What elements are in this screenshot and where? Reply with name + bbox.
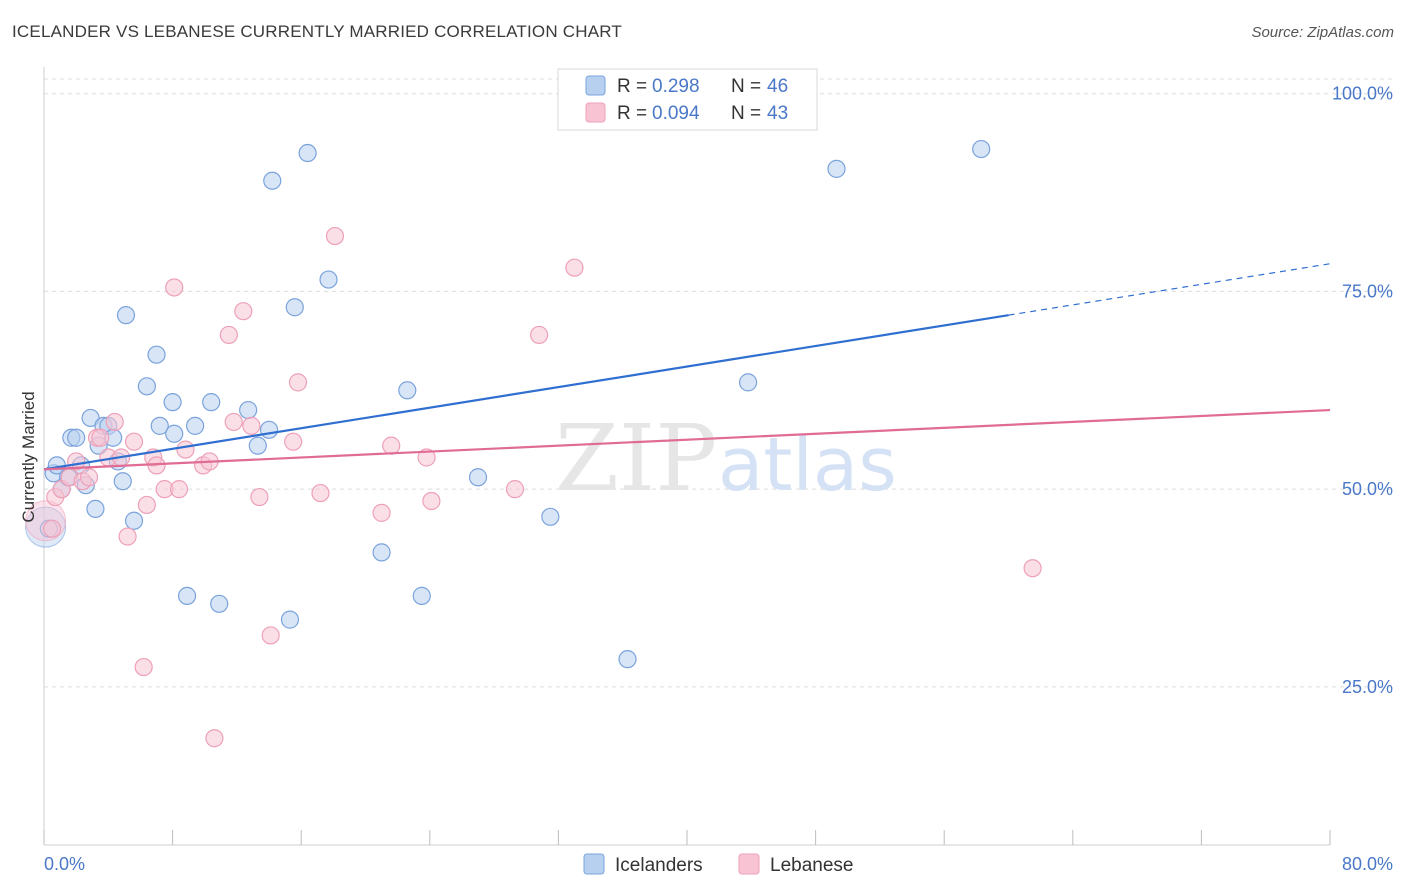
icelander-point-22 (163, 393, 182, 412)
y-tick-label-2: 75.0% (1342, 281, 1393, 301)
y-tick-labels: 25.0% 50.0% 75.0% 100.0% (1332, 84, 1393, 697)
icelander-point-18 (124, 511, 144, 530)
icelander-point-24 (177, 586, 197, 605)
icelander-point-30 (259, 420, 279, 439)
icelander-point-17 (116, 306, 136, 325)
lebanese-point-0 (42, 519, 62, 538)
legend-r-value-lebanese: 0.094 (652, 103, 700, 124)
lebanese-point-24 (205, 729, 224, 748)
icelander-point-27 (210, 594, 229, 613)
lebanese-point-35 (372, 503, 391, 522)
lebanese-point-41 (565, 258, 584, 277)
icelander-point-31 (263, 171, 282, 190)
icelander-point-16 (113, 472, 132, 491)
legend-r-label-lebanese: R = (617, 103, 647, 124)
lebanese-point-25 (219, 325, 238, 345)
icelander-point-40 (541, 507, 560, 526)
y-tick-label-0: 25.0% (1342, 677, 1393, 697)
y-tick-label-1: 50.0% (1342, 479, 1393, 499)
lebanese-point-14 (134, 657, 153, 677)
lebanese-point-29 (250, 487, 269, 507)
legend-n-value-icelanders: 46 (767, 76, 788, 97)
lebanese-point-34 (325, 226, 345, 246)
legend-n-label-lebanese: N = (731, 103, 761, 124)
icelander-point-42 (738, 373, 758, 392)
lebanese-point-33 (311, 483, 330, 503)
lebanese-point-26 (224, 412, 243, 432)
icelander-point-29 (248, 436, 267, 455)
source-label: Source: ZipAtlas.com (1251, 24, 1394, 41)
icelander-point-20 (147, 345, 166, 364)
lebanese-point-19 (165, 278, 184, 297)
legend-swatch-lebanese (585, 102, 606, 123)
icelander-point-38 (412, 586, 431, 605)
lebanese-point-38 (422, 491, 441, 511)
lebanese-point-12 (118, 527, 137, 546)
icelander-point-26 (202, 393, 221, 412)
legend-n-label-icelanders: N = (731, 76, 761, 97)
icelander-point-28 (239, 400, 258, 420)
bottom-legend-swatch-icelanders (583, 853, 605, 875)
lebanese-point-10 (105, 412, 124, 432)
bottom-legend-label-icelanders: Icelanders (615, 855, 703, 876)
y-axis-label: Currently Married (19, 391, 38, 522)
axes (43, 67, 1331, 846)
icelander-point-43 (827, 159, 846, 178)
lebanese-point-6 (79, 468, 99, 487)
lebanese-point-21 (176, 440, 195, 459)
icelander-point-37 (398, 381, 417, 400)
bottom-legend-swatch-lebanese (738, 853, 760, 875)
lebanese-point-15 (137, 495, 156, 515)
x-tick-label-min: 0.0% (44, 854, 85, 874)
lebanese-point-27 (234, 302, 253, 321)
gridlines (44, 78, 1392, 688)
x-tick-label-max: 80.0% (1342, 854, 1393, 874)
lebanese-point-42 (1023, 559, 1042, 578)
stats-legend: R = 0.298 N = 46 R = 0.094 N = 43 (557, 68, 818, 131)
icelander-point-19 (137, 377, 156, 396)
icelander-point-25 (186, 416, 205, 435)
lebanese-point-36 (382, 436, 401, 455)
lebanese-point-40 (530, 325, 549, 345)
lebanese-point-20 (169, 480, 189, 499)
icelander-point-6 (67, 428, 86, 447)
lebanese-point-13 (124, 432, 144, 451)
series-legend: Icelanders Lebanese (583, 853, 853, 876)
icelander-point-32 (280, 610, 300, 629)
chart-title: ICELANDER VS LEBANESE CURRENTLY MARRIED … (12, 22, 622, 41)
lebanese-point-31 (284, 432, 303, 451)
icelander-point-34 (298, 143, 317, 163)
icelander-point-36 (372, 543, 391, 562)
legend-r-value-icelanders: 0.298 (652, 76, 700, 97)
icelander-point-33 (285, 298, 304, 317)
legend-swatch-icelanders (585, 75, 606, 96)
lebanese-trend-line (43, 408, 1331, 471)
lebanese-point-32 (288, 373, 308, 392)
legend-n-value-lebanese: 43 (767, 103, 788, 124)
icelander-point-35 (319, 270, 338, 289)
watermark: ZIP atlas (555, 405, 897, 512)
lebanese-point-28 (242, 416, 261, 435)
lebanese-point-30 (261, 626, 280, 645)
data-points (25, 139, 1042, 748)
trend-lines (43, 263, 1331, 471)
icelander-point-23 (165, 424, 184, 443)
icelander-point-10 (86, 499, 105, 519)
y-tick-label-3: 100.0% (1332, 84, 1393, 104)
icelander-trend-extension (1008, 263, 1331, 316)
legend-r-label-icelanders: R = (617, 76, 647, 97)
icelander-trend-line (43, 314, 1009, 471)
lebanese-point-8 (91, 428, 110, 447)
icelander-point-39 (468, 468, 488, 487)
icelander-point-41 (618, 650, 637, 669)
lebanese-point-37 (417, 448, 436, 467)
icelander-point-21 (150, 416, 169, 435)
icelander-point-44 (972, 139, 991, 159)
watermark-zip: ZIP (555, 405, 717, 512)
lebanese-point-39 (505, 480, 525, 499)
bottom-legend-label-lebanese: Lebanese (770, 855, 853, 876)
